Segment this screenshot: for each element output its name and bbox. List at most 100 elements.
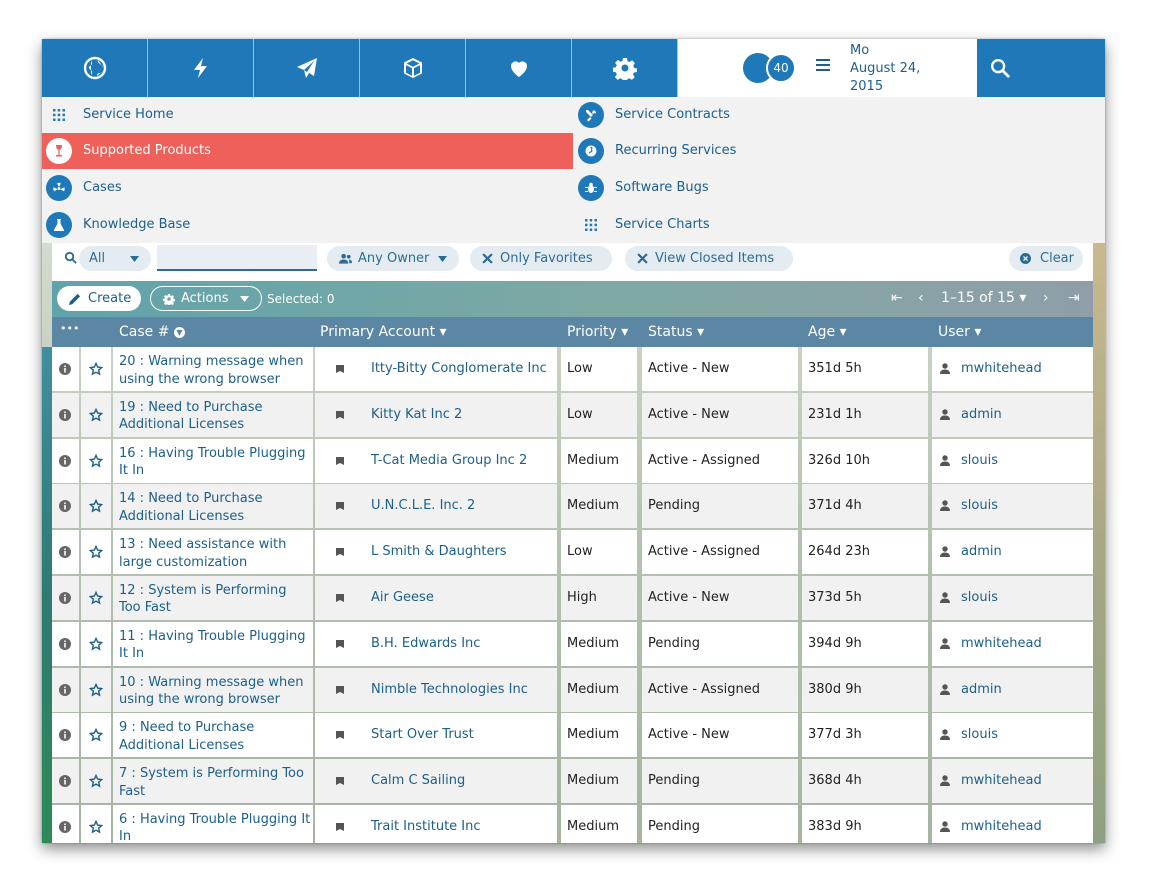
clear-filters-button[interactable]: Clear [1009,246,1083,271]
user-link[interactable]: mwhitehead [961,635,1042,651]
account-link[interactable]: Air Geese [371,589,434,605]
table-row[interactable]: 19 : Need to Purchase Additional License… [52,392,1093,439]
column-header-age[interactable]: Age ▾ [808,324,847,340]
info-icon[interactable] [59,408,71,421]
star-icon[interactable] [89,453,103,468]
only-favorites-button[interactable]: Only Favorites [470,246,612,271]
nav-heart-button[interactable] [466,39,572,97]
account-link[interactable]: T-Cat Media Group Inc 2 [371,452,528,468]
case-link[interactable]: 13 : Need assistance with large customiz… [119,536,311,571]
case-link[interactable]: 19 : Need to Purchase Additional License… [119,399,311,434]
info-icon[interactable] [59,591,71,604]
user-link[interactable]: slouis [961,727,998,743]
table-row[interactable]: 20 : Warning message when using the wron… [52,347,1093,393]
user-link[interactable]: mwhitehead [961,361,1042,376]
menu-item-software-bugs[interactable]: Software Bugs [574,170,874,206]
info-icon[interactable] [59,775,71,788]
menu-item-supported-products[interactable]: Supported Products [42,133,573,169]
star-icon[interactable] [89,682,103,697]
star-icon[interactable] [89,362,103,376]
info-icon[interactable] [59,500,71,513]
page-range-select[interactable]: 1–15 of 15 ▾ [941,290,1027,306]
first-page-button[interactable]: ⇤ [891,290,903,306]
view-closed-items-button[interactable]: View Closed Items [625,246,793,271]
menu-item-service-charts[interactable]: Service Charts [574,207,874,243]
user-link[interactable]: mwhitehead [961,773,1042,789]
nav-cube-button[interactable] [360,39,466,97]
hamburger-menu-icon[interactable] [816,59,830,71]
nav-globe-button[interactable] [42,39,148,97]
case-link[interactable]: 14 : Need to Purchase Additional License… [119,490,311,525]
table-row[interactable]: 12 : System is Performing Too Fast Air G… [52,575,1093,622]
table-row[interactable]: 13 : Need assistance with large customiz… [52,530,1093,576]
previous-page-button[interactable]: ‹ [918,290,924,306]
menu-item-cases[interactable]: Cases [42,170,573,206]
star-icon[interactable] [89,545,103,559]
account-link[interactable]: L Smith & Daughters [371,544,507,560]
scope-select[interactable]: All [79,246,151,271]
user-link[interactable]: admin [961,544,1002,560]
info-icon[interactable] [59,637,71,650]
star-icon[interactable] [89,636,103,651]
case-link[interactable]: 7 : System is Performing Too Fast [119,765,311,800]
menu-item-knowledge-base[interactable]: Knowledge Base [42,207,573,243]
owner-filter-button[interactable]: Any Owner [327,246,459,271]
star-icon[interactable] [89,590,103,605]
account-link[interactable]: Itty-Bitty Conglomerate Inc [371,361,547,376]
nav-settings-button[interactable] [572,39,678,97]
search-input[interactable] [157,245,317,271]
account-link[interactable]: U.N.C.L.E. Inc. 2 [371,498,476,514]
last-page-button[interactable]: ⇥ [1068,290,1080,306]
star-icon[interactable] [89,499,103,513]
column-header-case[interactable]: Case # ▼ [119,324,185,340]
user-link[interactable]: slouis [961,589,998,605]
user-link[interactable]: admin [961,406,1002,422]
case-link[interactable]: 16 : Having Trouble Plugging It In [119,445,311,480]
info-icon[interactable] [59,454,71,467]
actions-button[interactable]: Actions [150,286,262,311]
account-link[interactable]: Kitty Kat Inc 2 [371,406,463,422]
star-icon[interactable] [89,774,103,788]
table-row[interactable]: 10 : Warning message when using the wron… [52,667,1093,714]
table-row[interactable]: 16 : Having Trouble Plugging It In T-Cat… [52,438,1093,485]
star-icon[interactable] [89,819,103,834]
column-options-button[interactable]: ••• [60,322,80,335]
nav-paper-plane-button[interactable] [254,39,360,97]
case-link[interactable]: 11 : Having Trouble Plugging It In [119,628,311,663]
table-row[interactable]: 7 : System is Performing Too Fast Calm C… [52,759,1093,805]
user-link[interactable]: slouis [961,498,998,514]
star-icon[interactable] [89,728,103,742]
case-link[interactable]: 20 : Warning message when using the wron… [119,353,311,388]
table-row[interactable]: 14 : Need to Purchase Additional License… [52,484,1093,530]
user-link[interactable]: admin [961,681,1002,697]
column-header-status[interactable]: Status ▾ [648,324,705,340]
user-link[interactable]: slouis [961,452,998,468]
menu-item-service-home[interactable]: Service Home [42,97,573,133]
info-icon[interactable] [59,729,71,742]
global-search-button[interactable] [977,39,1105,97]
user-link[interactable]: mwhitehead [961,818,1042,834]
case-link[interactable]: 10 : Warning message when using the wron… [119,674,311,709]
info-icon[interactable] [59,546,71,559]
info-icon[interactable] [59,683,71,696]
nav-lightning-button[interactable] [148,39,254,97]
case-link[interactable]: 12 : System is Performing Too Fast [119,582,311,617]
menu-item-service-contracts[interactable]: Service Contracts [574,97,874,133]
menu-item-recurring-services[interactable]: Recurring Services [574,133,874,169]
table-row[interactable]: 6 : Having Trouble Plugging It In Trait … [52,804,1093,843]
create-button[interactable]: Create [57,286,141,311]
account-link[interactable]: Calm C Sailing [371,773,466,789]
table-row[interactable]: 9 : Need to Purchase Additional Licenses… [52,713,1093,759]
info-icon[interactable] [59,363,71,375]
account-link[interactable]: B.H. Edwards Inc [371,635,481,651]
account-link[interactable]: Start Over Trust [371,727,474,743]
column-header-user[interactable]: User ▾ [938,324,982,340]
case-link[interactable]: 9 : Need to Purchase Additional Licenses [119,719,311,754]
next-page-button[interactable]: › [1043,290,1049,306]
column-header-account[interactable]: Primary Account ▾ [320,324,447,340]
account-link[interactable]: Trait Institute Inc [371,818,481,834]
star-icon[interactable] [89,407,103,422]
table-row[interactable]: 11 : Having Trouble Plugging It In B.H. … [52,621,1093,668]
info-icon[interactable] [59,820,71,833]
notification-toggle[interactable]: 40 [743,53,797,83]
